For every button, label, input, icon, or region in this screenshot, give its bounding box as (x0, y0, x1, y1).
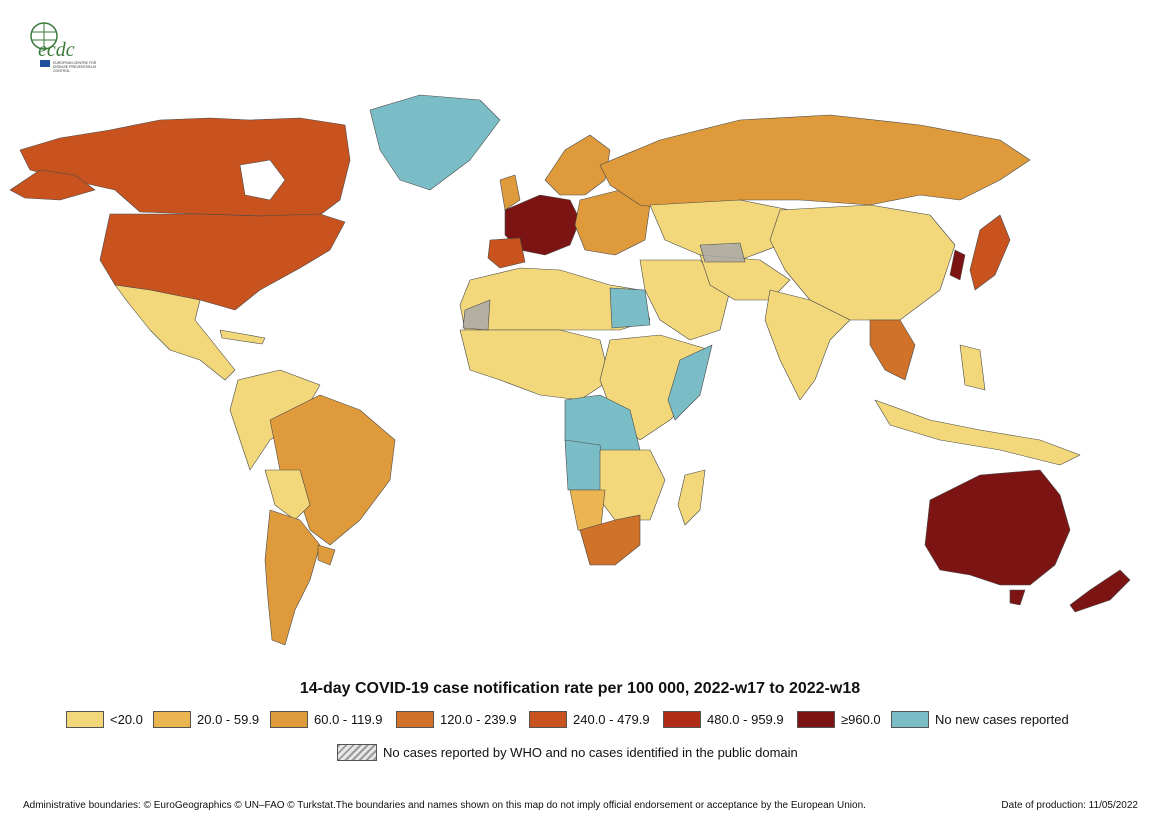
region-west-africa (459, 329, 611, 401)
region-se-asia (869, 319, 916, 381)
legend-item-20-59: 20.0 - 59.9 (153, 711, 259, 728)
footer-production-date: Date of production: 11/05/2022 (1001, 800, 1138, 811)
legend-swatch (529, 711, 567, 728)
legend-swatch (153, 711, 191, 728)
legend-swatch (270, 711, 308, 728)
region-indonesia (874, 399, 1081, 466)
ecdc-logo: ecdc EUROPEAN CENTRE FOR DISEASE PREVENT… (30, 22, 96, 73)
region-madagascar (677, 469, 706, 526)
legend-hatch-swatch (337, 744, 377, 761)
region-no-data-central-asia (699, 242, 746, 263)
region-southern-africa (599, 449, 666, 521)
region-egypt (609, 287, 651, 329)
region-japan (969, 214, 1011, 291)
legend-swatch (66, 711, 104, 728)
legend-label: ≥960.0 (841, 712, 881, 727)
eu-flag-icon (40, 60, 50, 67)
legend-swatch (797, 711, 835, 728)
legend-swatch (663, 711, 701, 728)
map-title: 14-day COVID-19 case notification rate p… (299, 680, 861, 697)
svg-text:CONTROL: CONTROL (53, 69, 70, 73)
region-korea (949, 249, 966, 281)
region-bolivia (264, 469, 311, 521)
region-central-asia (649, 199, 791, 261)
legend-item-480-959: 480.0 - 959.9 (663, 711, 784, 728)
legend-label: No new cases reported (935, 712, 1069, 727)
region-south-africa (579, 514, 641, 566)
region-mexico (114, 284, 236, 381)
region-uruguay (317, 544, 336, 566)
legend-swatch (891, 711, 929, 728)
legend-item-lt20: <20.0 (66, 711, 143, 728)
region-greenland (369, 94, 501, 191)
region-uk (499, 174, 521, 211)
footer-boundaries-note: Administrative boundaries: © EuroGeograp… (23, 800, 866, 811)
legend-item-ge960: ≥960.0 (797, 711, 881, 728)
legend-label: 240.0 - 479.9 (573, 712, 650, 727)
legend-item-60-119: 60.0 - 119.9 (270, 711, 382, 728)
legend-item-120-239: 120.0 - 239.9 (396, 711, 517, 728)
region-tasmania (1009, 589, 1026, 606)
region-canada (19, 117, 351, 217)
legend-label: 120.0 - 239.9 (440, 712, 517, 727)
region-argentina (264, 509, 321, 646)
region-russia (599, 114, 1031, 211)
region-no-data-western-sahara (462, 299, 491, 331)
legend-label: 60.0 - 119.9 (314, 712, 383, 727)
legend-item-240-479: 240.0 - 479.9 (529, 711, 650, 728)
legend-no-data-label: No cases reported by WHO and no cases id… (383, 745, 798, 760)
legend-item-no-data: No cases reported by WHO and no cases id… (337, 744, 798, 761)
region-new-zealand (1069, 569, 1131, 613)
legend-label: 480.0 - 959.9 (707, 712, 784, 727)
region-caribbean (219, 329, 266, 345)
legend-label: 20.0 - 59.9 (197, 712, 260, 727)
region-australia (924, 469, 1071, 586)
region-angola (564, 439, 606, 491)
region-alaska (9, 169, 96, 201)
region-philippines (959, 344, 986, 391)
svg-text:DISEASE PREVENTION AND: DISEASE PREVENTION AND (53, 65, 96, 69)
legend-label: <20.0 (110, 712, 143, 727)
logo-subtitle: EUROPEAN CENTRE FOR (53, 61, 96, 65)
legend-item-no-new-cases: No new cases reported (891, 711, 1069, 728)
logo-text: ecdc (38, 39, 75, 61)
legend-swatch (396, 711, 434, 728)
region-india (764, 289, 851, 401)
hudson-bay (239, 159, 286, 201)
region-horn (667, 344, 713, 421)
region-iberia (487, 237, 526, 269)
